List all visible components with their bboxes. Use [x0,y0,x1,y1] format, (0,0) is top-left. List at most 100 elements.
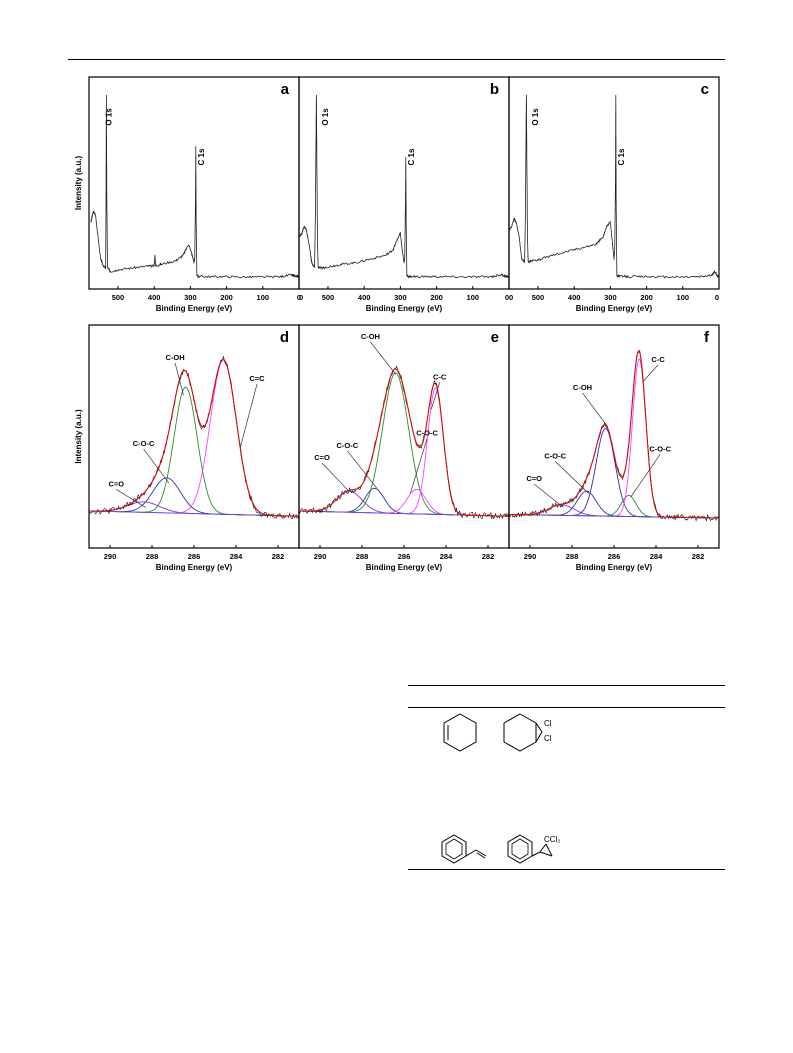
panel-d-component-2 [89,386,299,517]
panel-e-label: e [491,329,499,346]
panel-f-annotation-4: C-O-C [649,444,671,453]
panel-b-label: b [490,81,499,98]
panel-e-xtick-label-2: 286 [398,552,411,561]
panel-a-xtick-label-4: 100 [257,293,270,302]
dichlorocyclopropane-product-structure: Cl Cl [503,713,552,752]
panel-f-label: f [704,329,710,346]
chloro-label-2: Cl [544,734,552,743]
panel-d-annotation-arrow-3 [239,384,258,448]
panel-f-annotation-arrow-2 [533,483,564,508]
panel-b-peak-label-1: C 1s [407,148,416,165]
panel-d-component-3 [89,359,299,517]
cyclohexene-structure [443,713,477,752]
panel-b-frame [298,76,510,290]
panel-e-annotation-arrow-1 [347,450,377,489]
panel-d-annotation-0: C-OH [166,353,185,362]
panel-a-xtick-label-2: 300 [184,293,197,302]
panel-b-xtick-label-6: 0 [505,293,509,302]
panel-f-annotation-arrow-0 [582,392,608,427]
panel-f-xtick-label-0: 290 [524,552,537,561]
panel-f-annotation-arrow-4 [630,454,661,498]
panel-c-xtick-label-5: 100 [677,293,690,302]
panel-c-xtick-label-0: 0 [509,293,513,302]
panel-d-annotation-1: C-O-C [133,439,155,448]
panel-c-peak-label-0: O 1s [531,108,540,126]
panel-f-raw-data [508,349,720,522]
panel-e-annotation-0: C-OH [361,332,380,341]
panel-e-xtick-label-1: 288 [356,552,369,561]
panel-f-annotation-3: C-C [651,355,665,364]
panel-f-envelope [509,349,719,519]
panel-f-component-4 [509,358,719,519]
panel-e-xtick-label-4: 282 [482,552,495,561]
panel-d-annotation-arrow-0 [174,363,184,396]
panel-d-xtick-label-4: 282 [272,552,285,561]
panel-d-raw-data [88,355,300,520]
panel-d-xlabel: Binding Energy (eV) [156,563,233,572]
panel-c-xlabel: Binding Energy (eV) [576,304,653,313]
panel-b-xtick-label-4: 200 [430,293,443,302]
panel-a-label: a [281,81,290,98]
panel-f-xlabel: Binding Energy (eV) [576,563,653,572]
table-header-rule [408,707,725,708]
panel-e-xtick-label-3: 284 [440,552,453,561]
panel-e-xtick-label-0: 290 [314,552,327,561]
panel-c-xtick-label-1: 500 [532,293,545,302]
panel-b-peak-label-0: O 1s [321,108,330,126]
panel-a-xtick-label-0: 500 [112,293,125,302]
panel-d-xtick-label-0: 290 [104,552,117,561]
xps-figure: 500 400 300 200 100 0 Binding Energy (eV) Inten… [74,76,720,572]
panel-a-peak-label-0: O 1s [104,108,113,126]
panel-d-xtick-label-1: 288 [146,552,159,561]
panel-b-xlabel: Binding Energy (eV) [366,304,443,313]
table-bottom-rule [408,869,725,870]
panel-c-peak-label-1: C 1s [617,148,626,165]
panel-e-component-2 [299,372,509,517]
panel-f-annotation-arrow-3 [643,364,659,382]
chloro-label-1: Cl [544,719,552,728]
panel-d-annotation-arrow-1 [143,448,170,484]
panel-f-xtick-label-1: 288 [566,552,579,561]
panel-e-annotation-arrow-4 [409,438,428,494]
panel-e-annotation-3: C-C [433,372,447,381]
header-rule [68,59,725,60]
panel-d-xtick-label-2: 286 [188,552,201,561]
panel-a-xtick-label-3: 200 [220,293,233,302]
panel-d-ylabel: Intensity (a.u.) [74,409,83,464]
panel-a-xtick-label-5: 0 [297,293,301,302]
panel-f-annotation-arrow-1 [554,461,590,494]
panel-e-annotation-1: C-O-C [336,441,358,450]
panel-d-envelope [89,358,299,517]
panel-f-xtick-label-2: 286 [608,552,621,561]
panel-b-xtick-label-1: 500 [322,293,335,302]
panel-c-xtick-label-2: 400 [568,293,581,302]
panel-b-xtick-label-2: 400 [358,293,371,302]
styrene-structure [441,834,487,864]
panel-e-annotation-arrow-0 [370,341,396,375]
panel-d-label: d [280,329,289,346]
panel-c-xtick-label-4: 200 [640,293,653,302]
panel-d-xtick-label-3: 284 [230,552,243,561]
panel-e-annotation-arrow-3 [430,382,441,410]
panel-b-xtick-label-3: 300 [394,293,407,302]
panel-d-annotation-2: C=O [108,479,124,488]
panel-f-annotation-1: C-O-C [544,451,566,460]
panel-c-frame [508,76,720,290]
dichloro-group-label: CCl₂ [544,835,560,844]
panel-b-xtick-label-5: 100 [467,293,480,302]
panel-d-annotation-3: C=C [249,374,265,383]
panel-e-annotation-4: C-O-C [416,429,438,438]
panel-c-spectrum-line [508,94,720,279]
panel-a-frame [88,76,300,290]
panel-e-annotation-2: C=O [314,453,330,462]
panel-e-envelope [299,368,509,517]
table-top-rule [408,685,725,686]
panel-f-annotation-0: C-OH [573,383,592,392]
panel-d-annotation-arrow-2 [116,489,146,508]
panel-a-spectrum-line [90,95,300,279]
panel-f-xtick-label-3: 284 [650,552,663,561]
panel-c-xtick-label-6: 0 [715,293,719,302]
panel-a-xtick-label-1: 400 [148,293,161,302]
panel-a-peak-label-1: C 1s [197,148,206,165]
panel-f-annotation-2: C=O [526,474,542,483]
